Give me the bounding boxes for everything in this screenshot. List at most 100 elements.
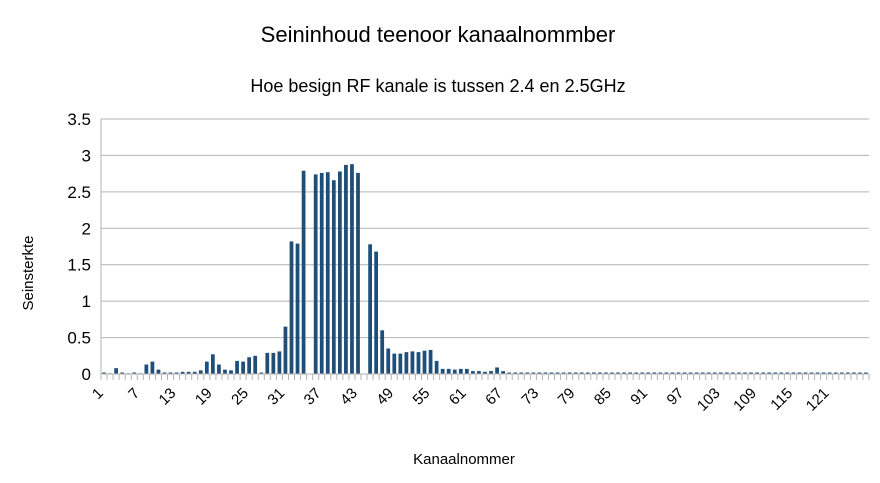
bar <box>247 357 252 374</box>
x-tick-label: 121 <box>803 385 833 415</box>
bar <box>350 164 354 374</box>
x-tick-label: 37 <box>301 385 325 409</box>
bar <box>458 368 463 374</box>
bar <box>555 372 560 374</box>
bar <box>513 372 518 374</box>
bar <box>356 172 360 374</box>
bar <box>827 372 832 374</box>
bar <box>464 368 469 374</box>
bar <box>337 171 342 374</box>
bar <box>301 170 306 374</box>
x-tick-label: 7 <box>125 385 143 403</box>
x-tick-label: 115 <box>767 385 796 414</box>
bar <box>114 368 118 374</box>
bar <box>217 364 221 374</box>
bar <box>549 372 554 374</box>
bar <box>211 354 215 374</box>
bar <box>803 372 808 374</box>
bar <box>120 372 125 374</box>
bar <box>495 367 499 374</box>
bar <box>483 371 487 374</box>
y-tick-label: 1 <box>82 292 91 311</box>
bar <box>144 364 149 374</box>
bar <box>537 372 542 374</box>
bar <box>531 372 536 374</box>
y-tick-label: 0 <box>82 365 91 384</box>
bar <box>162 372 167 374</box>
bar <box>525 372 530 374</box>
bar <box>815 372 820 374</box>
bar <box>380 330 385 374</box>
bar <box>737 372 741 374</box>
x-tick-label: 43 <box>337 385 361 409</box>
bar <box>477 371 481 374</box>
bar <box>694 372 699 374</box>
bar <box>646 372 651 374</box>
bar <box>507 372 512 374</box>
bar <box>598 372 602 374</box>
x-tick-label: 67 <box>482 385 506 409</box>
bar <box>749 372 753 374</box>
bar <box>706 372 711 374</box>
bar <box>700 372 705 374</box>
bar <box>779 372 784 374</box>
bar <box>755 372 759 374</box>
x-tick-label: 49 <box>373 385 397 409</box>
bar <box>374 251 379 374</box>
bar <box>670 372 675 374</box>
bar <box>604 372 608 374</box>
bar <box>519 372 524 374</box>
bar <box>567 372 572 374</box>
bar <box>235 360 239 374</box>
bar <box>198 370 203 374</box>
y-tick-label: 3 <box>82 146 91 165</box>
y-tick-label: 1.5 <box>67 256 91 275</box>
bar <box>616 372 620 374</box>
bar <box>591 372 596 374</box>
bar <box>761 372 766 374</box>
bar <box>204 361 209 374</box>
bar <box>398 353 403 374</box>
chart-subtitle: Hoe besign RF kanale is tussen 2.4 en 2.… <box>250 76 625 96</box>
bar <box>325 172 330 374</box>
bar <box>821 372 826 374</box>
bar <box>150 361 155 374</box>
x-axis-label: Kanaalnommer <box>413 451 515 468</box>
bar <box>313 174 318 374</box>
y-tick-label: 2.5 <box>67 183 91 202</box>
bar <box>229 370 233 374</box>
bar <box>416 352 421 374</box>
bar <box>132 372 137 374</box>
bar <box>331 180 336 374</box>
bar <box>718 372 723 374</box>
bar <box>168 372 173 374</box>
y-tick-label: 2 <box>82 219 91 238</box>
bar <box>180 371 185 374</box>
bar <box>743 372 747 374</box>
bar <box>344 164 348 374</box>
bar <box>102 372 106 374</box>
bar <box>289 241 294 374</box>
bar <box>501 371 506 374</box>
x-tick-label: 85 <box>591 385 615 409</box>
y-tick-label: 3.5 <box>67 110 91 129</box>
x-tick-label: 91 <box>627 385 651 409</box>
x-tick-label: 13 <box>156 385 180 409</box>
bar <box>839 372 844 374</box>
bar <box>712 372 717 374</box>
x-tick-label: 97 <box>664 385 688 409</box>
bar <box>767 372 772 374</box>
bar <box>610 372 614 374</box>
bar <box>277 351 282 374</box>
bar <box>664 372 669 374</box>
bar <box>446 368 451 374</box>
axes <box>100 119 870 380</box>
bar <box>452 369 457 374</box>
bar <box>573 372 578 374</box>
bar <box>622 372 626 374</box>
bar <box>295 243 300 374</box>
x-tick-labels: 1 7 13 19 25 31 37 43 49 55 61 67 73 79 85 91 97 103 109 11… <box>89 385 833 415</box>
bar <box>440 368 445 374</box>
